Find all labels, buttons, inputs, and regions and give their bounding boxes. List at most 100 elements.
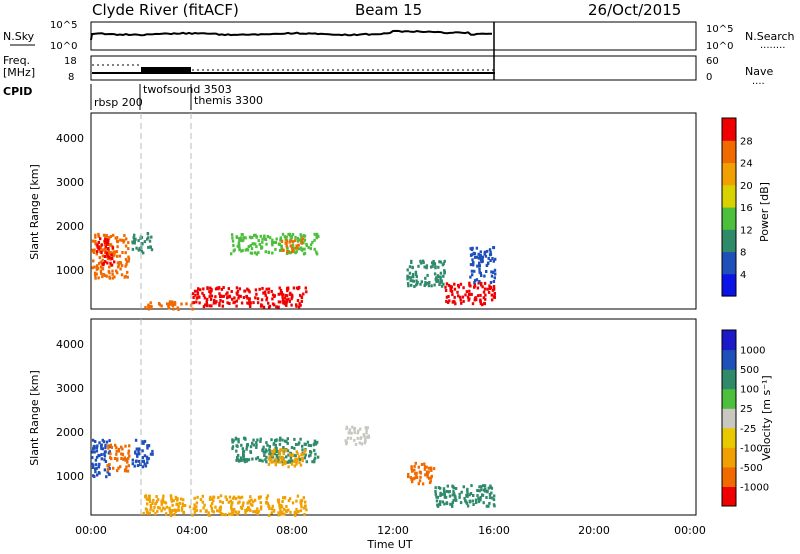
- velocity-ytick-4000: 4000: [56, 338, 84, 351]
- power-colorbar-tick-5: 24: [740, 159, 753, 170]
- nave-legend-line: ....: [752, 76, 765, 87]
- velocity-colorbar-swatch-5: [722, 388, 736, 409]
- power-colorbar-tick-6: 28: [740, 136, 753, 147]
- power-colorbar-swatch-7: [722, 118, 736, 141]
- velocity-blob-4: [267, 448, 307, 469]
- velocity-colorbar-tick-6: 500: [740, 365, 759, 376]
- date-title: 26/Oct/2015: [588, 1, 681, 19]
- power-ytick-3000: 3000: [56, 176, 84, 189]
- power-blob-1: [96, 237, 116, 267]
- velocity-colorbar: -1000 -500 -100 -25 25 100 500 1000: [721, 329, 769, 507]
- nave-label: Nave: [745, 65, 773, 78]
- power-colorbar-tick-4: 20: [740, 181, 753, 192]
- power-ytick-4000: 4000: [56, 132, 84, 145]
- power-panel: Slant Range [km] 1000 2000 3000 4000 4 8 1…: [28, 112, 771, 311]
- nsky-right-tick-bottom: 10^0: [706, 41, 733, 52]
- velocity-blob-1: [106, 443, 131, 473]
- power-colorbar-swatch-1: [722, 251, 736, 275]
- velocity-colorbar-tick-5: 100: [740, 385, 759, 396]
- velocity-colorbar-tick-2: -100: [740, 443, 763, 454]
- power-colorbar: 4 8 12 16 20 24 28: [721, 117, 753, 297]
- power-blob-9: [191, 285, 308, 309]
- x-tick-5: 20:00: [578, 524, 610, 537]
- freq-label-bottom: [MHz]: [3, 66, 35, 79]
- x-tick-1: 04:00: [176, 524, 208, 537]
- power-colorbar-swatch-5: [722, 162, 736, 186]
- cpid-segment-themis: themis 3300: [194, 94, 263, 107]
- velocity-colorbar-label: Velocity [m s⁻¹]: [760, 375, 773, 460]
- freq-panel: Freq. [MHz] 18 8 60 0 Nave ....: [3, 54, 773, 87]
- power-colorbar-swatch-0: [722, 273, 736, 297]
- power-blob-7: [469, 246, 497, 285]
- velocity-ylabel: Slant Range [km]: [28, 370, 41, 466]
- nsky-panel: N.Sky 10^5 10^0 10^5 10^0 N.Search .....…: [3, 20, 795, 52]
- power-blob-6: [444, 281, 496, 307]
- power-blob-5: [406, 259, 446, 288]
- power-ylabel: Slant Range [km]: [28, 164, 41, 260]
- x-tick-6: 00:00: [674, 524, 706, 537]
- power-colorbar-swatch-3: [722, 207, 736, 230]
- freq-left-tick-top: 18: [64, 56, 77, 67]
- nsky-left-tick-bottom: 10^0: [50, 41, 77, 52]
- velocity-colorbar-tick-4: 25: [740, 404, 753, 415]
- power-ytick-2000: 2000: [56, 220, 84, 233]
- power-data-layer: [91, 232, 497, 311]
- cpid-panel: CPID rbsp 200 twofsound 3503 themis 3300: [3, 83, 263, 110]
- velocity-ytick-3000: 3000: [56, 382, 84, 395]
- station-title: Clyde River (fitACF): [92, 1, 239, 19]
- power-colorbar-label: Power [dB]: [758, 182, 771, 242]
- power-colorbar-tick-3: 16: [740, 203, 753, 214]
- power-blob-2: [131, 232, 154, 255]
- velocity-colorbar-tick-0: -1000: [740, 482, 769, 493]
- power-colorbar-tick-2: 12: [740, 225, 753, 236]
- power-colorbar-tick-0: 4: [740, 270, 746, 281]
- velocity-blob-2: [131, 438, 154, 469]
- velocity-colorbar-tick-7: 1000: [740, 346, 765, 357]
- velocity-blob-8: [344, 425, 371, 446]
- power-colorbar-swatch-2: [722, 229, 736, 253]
- cpid-segment-twofsound: twofsound 3503: [143, 83, 232, 96]
- power-blob-4: [280, 237, 305, 254]
- freq-right-tick-top: 60: [706, 56, 719, 67]
- power-blob-3: [230, 232, 320, 256]
- velocity-ytick-2000: 2000: [56, 426, 84, 439]
- nsearch-legend-line: ........: [760, 40, 785, 51]
- power-blob-8: [144, 300, 194, 311]
- velocity-colorbar-swatch-6: [722, 369, 736, 390]
- x-axis-label: Time UT: [366, 538, 412, 551]
- power-colorbar-swatch-6: [722, 140, 736, 164]
- freq-left-tick-bottom: 8: [68, 72, 74, 83]
- velocity-blob-6: [434, 484, 496, 508]
- nsky-left-tick-top: 10^5: [50, 20, 77, 31]
- velocity-data-layer: [91, 425, 496, 518]
- cpid-label: CPID: [3, 85, 32, 98]
- nsky-label: N.Sky: [3, 30, 35, 43]
- power-colorbar-swatch-4: [722, 184, 736, 208]
- power-ytick-1000: 1000: [56, 264, 84, 277]
- cpid-segment-rbsp: rbsp 200: [94, 96, 143, 109]
- nsearch-label: N.Search: [745, 30, 795, 43]
- velocity-frame: [90, 318, 697, 516]
- velocity-colorbar-swatch-7: [722, 349, 736, 370]
- velocity-colorbar-swatch-4: [722, 408, 736, 429]
- velocity-colorbar-swatch-0: [722, 486, 736, 507]
- nsky-trace: [90, 29, 493, 41]
- x-tick-3: 12:00: [377, 524, 409, 537]
- velocity-colorbar-tick-1: -500: [740, 463, 763, 474]
- velocity-colorbar-tick-3: -25: [740, 424, 756, 435]
- power-frame: [90, 112, 697, 310]
- power-colorbar-tick-1: 8: [740, 248, 746, 259]
- velocity-colorbar-swatch-3: [722, 427, 736, 448]
- x-tick-0: 00:00: [75, 524, 107, 537]
- freq-label-top: Freq.: [3, 54, 30, 67]
- velocity-ytick-1000: 1000: [56, 470, 84, 483]
- nsky-right-tick-top: 10^5: [706, 24, 733, 35]
- velocity-panel: Slant Range [km] 1000 2000 3000 4000 -10…: [28, 318, 773, 518]
- freq-dense-block: [141, 67, 191, 74]
- velocity-colorbar-swatch-2: [722, 447, 736, 468]
- freq-right-tick-bottom: 0: [706, 72, 712, 83]
- velocity-blob-0: [91, 438, 111, 479]
- velocity-blob-7: [142, 494, 308, 518]
- x-tick-2: 08:00: [276, 524, 308, 537]
